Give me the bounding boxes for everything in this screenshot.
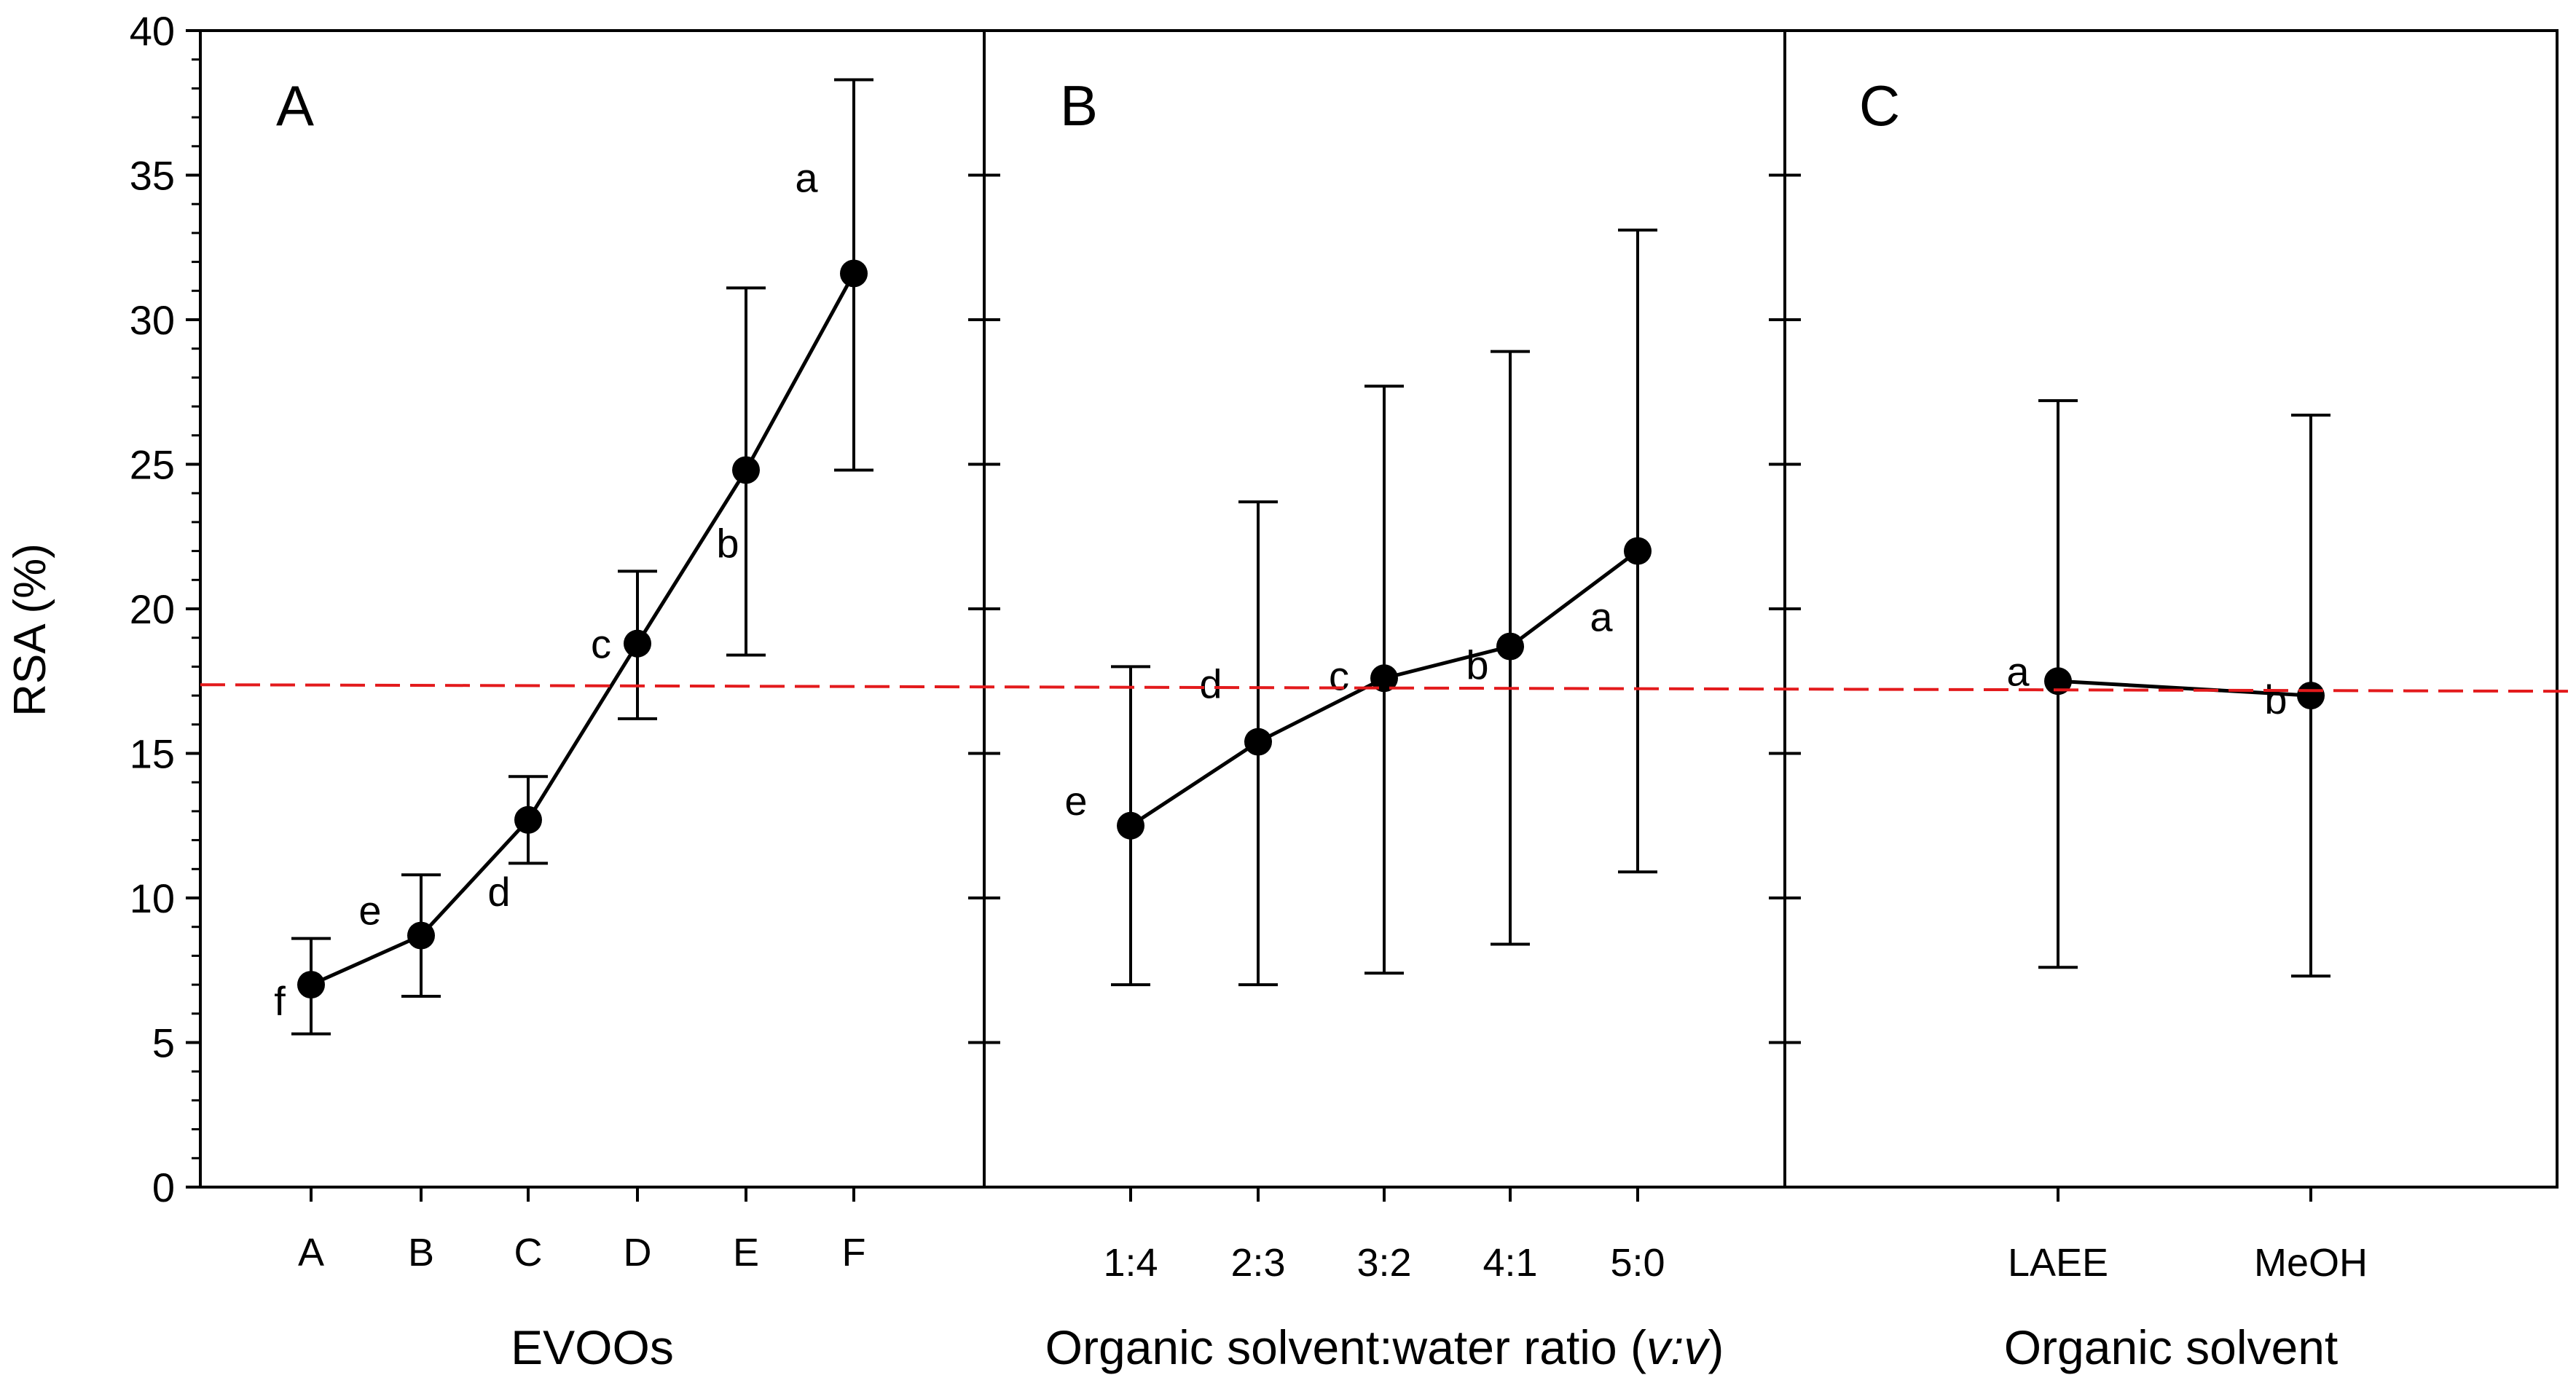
x-tick-label: 1:4 (1103, 1241, 1158, 1285)
x-tick-label: C (514, 1231, 543, 1274)
data-point (2297, 682, 2325, 710)
panel-label: B (1060, 74, 1098, 138)
y-tick-label: 10 (130, 875, 175, 921)
significance-letter: a (1590, 594, 1613, 640)
x-tick-label: F (842, 1231, 866, 1274)
data-point (1624, 537, 1652, 565)
y-axis-label: RSA (%) (5, 543, 55, 717)
x-tick-label: MeOH (2254, 1241, 2368, 1285)
panel-label: A (276, 74, 314, 138)
y-tick-label: 25 (130, 442, 175, 488)
data-point (840, 259, 868, 288)
y-tick-label: 0 (152, 1165, 175, 1210)
y-axis: RSA (%) 0 5 10 15 20 25 30 35 40 (5, 8, 1801, 1210)
series-line (2057, 679, 2312, 698)
x-tick-label: 2:3 (1230, 1241, 1285, 1285)
significance-letter: f (274, 978, 286, 1024)
x-axis-label-part: v:v (1646, 1320, 1711, 1374)
data-point (297, 971, 325, 999)
series-line (310, 272, 856, 987)
data-point (1370, 664, 1398, 693)
data-point (514, 805, 542, 834)
x-tick-label: 3:2 (1356, 1241, 1411, 1285)
reference-line (200, 683, 2571, 693)
panel-a: A A B C D E F EVOOs f e d c b a (274, 74, 873, 1374)
x-tick-label: A (298, 1231, 324, 1274)
data-point (732, 456, 760, 484)
y-tick-label: 40 (130, 8, 175, 54)
significance-letter: b (716, 520, 739, 566)
data-point (2044, 667, 2072, 696)
y-tick-label: 35 (130, 153, 175, 199)
x-tick-label: 4:1 (1483, 1241, 1537, 1285)
plot-border (199, 29, 2559, 1189)
x-axis-label: Organic solvent:water ratio (v:v) (1045, 1320, 1724, 1374)
x-tick-label: D (624, 1231, 652, 1274)
significance-letter: d (1199, 661, 1222, 707)
data-point (1117, 811, 1144, 840)
panel-c: C LAEE MeOH Organic solvent a b (1859, 74, 2368, 1374)
data-point (1244, 728, 1272, 756)
x-tick-label: B (408, 1231, 434, 1274)
reference-dashed-line (200, 683, 2571, 693)
data-point (1496, 632, 1524, 661)
panel-label: C (1859, 74, 1900, 138)
significance-letter: d (487, 869, 510, 915)
significance-letter: a (795, 154, 818, 200)
x-axis-label: EVOOs (511, 1320, 674, 1374)
x-tick-label: LAEE (2008, 1241, 2108, 1285)
significance-letter: b (2264, 677, 2287, 722)
plot-frame (199, 29, 2559, 1189)
significance-letter: e (358, 888, 381, 934)
significance-letter: c (1329, 653, 1349, 698)
data-point (407, 921, 435, 950)
significance-letter: c (591, 621, 611, 667)
y-tick-label: 5 (152, 1020, 175, 1066)
y-tick-label: 15 (130, 731, 175, 777)
significance-letter: b (1466, 642, 1488, 688)
y-tick-label: 30 (130, 297, 175, 343)
y-tick-label: 20 (130, 586, 175, 632)
x-axis-label: Organic solvent (2004, 1320, 2339, 1374)
x-tick-label: 5:0 (1610, 1241, 1665, 1285)
panels: A A B C D E F EVOOs f e d c b a B 1:4 2:3 3:2 4:1 5:0 Organi… (274, 74, 2368, 1374)
x-axis-label-part: Organic solvent:water ratio ( (1045, 1320, 1646, 1374)
x-tick-label: E (733, 1231, 759, 1274)
x-axis-label-part: ) (1708, 1320, 1724, 1374)
panel-b: B 1:4 2:3 3:2 4:1 5:0 Organic solvent:water ra… (1045, 74, 1724, 1374)
significance-letter: e (1064, 778, 1087, 824)
significance-letter: a (2006, 648, 2030, 694)
data-point (624, 629, 651, 658)
